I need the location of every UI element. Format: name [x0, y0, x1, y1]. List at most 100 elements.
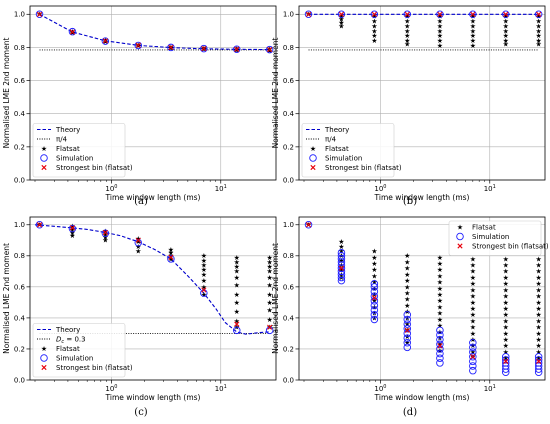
d-flatsat-point-1-6: ★ [338, 266, 344, 274]
c-flatsat-point-4-2: ★ [168, 252, 174, 260]
d-strongest-bin-point-4 [437, 343, 443, 349]
d-simulation-point-0-0 [304, 221, 313, 229]
d-simulation-point-2-1 [370, 283, 379, 291]
d-xlabel: Time window length (ms) [374, 393, 470, 402]
d-simulation-point-2-8 [370, 315, 379, 324]
b-flatsat-point-3-1: ★ [404, 17, 410, 25]
c-ytick-label-1: 0.2 [14, 345, 25, 353]
b-ytick-label-0: 0.0 [283, 176, 294, 184]
b-flatsat-point-2-5: ★ [371, 37, 377, 45]
a-xlabel: Time window length (ms) [105, 193, 201, 202]
c-flatsat-point-3-1: ★ [135, 238, 141, 246]
b-simulation-point-6 [501, 10, 510, 19]
a-strongest-bin-point-0-b [36, 11, 43, 17]
c-flatsat-point-2-0: ★ [102, 227, 108, 235]
b-flatsat-point-2-0: ★ [371, 12, 377, 20]
c-flatsat-point-6-1: ★ [234, 258, 240, 266]
c-flatsat-point-2-3: ★ [102, 237, 108, 245]
d-flatsat-point-3-2: ★ [404, 265, 410, 273]
b-flatsat-point-5-2: ★ [470, 22, 476, 30]
d-flatsat-point-6-9: ★ [503, 311, 509, 319]
d-simulation-point-4-3 [436, 340, 444, 349]
b-strongest-bin-point-5-b [470, 11, 476, 17]
d-flatsat-point-6-4: ★ [503, 280, 509, 288]
d-flatsat-point-7-8: ★ [536, 305, 542, 313]
d-simulation-point-3-5 [403, 334, 412, 342]
d-simulation-point-5-3 [469, 352, 477, 361]
d-flatsat-point-5-15: ★ [470, 348, 476, 356]
panel-a: 100 101 0.0 0.2 0.4 0.6 0.8 1.0 Time window leng… [2, 5, 277, 202]
c-flatsat-point-5-3: ★ [201, 266, 207, 274]
d-flatsat-point-5-13: ★ [470, 336, 476, 344]
d-simulation-point-3-7 [403, 343, 412, 352]
d-flatsat-point-3-6: ★ [404, 289, 410, 297]
a-strongest-bin-point-2-b [102, 38, 108, 44]
d-flatsat-point-4-12: ★ [437, 328, 443, 336]
d-simulation-point-3-1 [403, 315, 412, 324]
c-simulation-point-0 [35, 221, 44, 229]
b-flatsat-point-4-6: ★ [437, 42, 443, 50]
a-simulation-point-6 [232, 45, 241, 54]
b-strongest-bin-point-6-b [503, 11, 509, 17]
c-flatsat-point-7-5: ★ [267, 282, 273, 290]
d-simulation-point-5-1 [469, 343, 477, 352]
b-flatsat-point-5-6: ★ [470, 42, 476, 50]
b-strongest-bin-point-1 [338, 11, 345, 17]
c-flatsat-point-4-3: ★ [168, 255, 174, 263]
a-flatsat-point-3-1: ★ [135, 42, 141, 50]
d-flatsat-point-3-4: ★ [404, 277, 410, 285]
b-ytick-label-5: 1.0 [283, 11, 294, 19]
b-flatsat-point-4-0: ★ [437, 12, 443, 20]
a-simulation-point-3 [134, 41, 143, 50]
a-flatsat-point-6-1: ★ [234, 46, 240, 54]
d-simulation-point-7-4 [534, 365, 543, 373]
a-legend-label-0: Theory [55, 126, 80, 134]
d-strongest-bin-point-6 [503, 358, 509, 364]
c-flatsat-point-5-6: ★ [201, 283, 207, 291]
c-flatsat-point-7-9: ★ [267, 316, 273, 324]
panel-c: 100 101 0.0 0.2 0.4 0.6 0.8 1.0 Time window leng… [2, 216, 277, 402]
b-simulation-point-7 [534, 10, 543, 19]
d-flatsat-point-7-1: ★ [536, 262, 542, 270]
d-strongest-bin-point-4-b [437, 343, 443, 349]
b-strongest-bin-point-6 [503, 11, 509, 17]
b-flatsat-point-1-2: ★ [338, 19, 344, 27]
c-strongest-bin-point-7 [267, 324, 273, 330]
c-flatsat-point-1-1: ★ [69, 226, 75, 234]
c-legend-box [32, 323, 126, 378]
b-flatsat-point-2-4: ★ [371, 32, 377, 40]
c-ylabel: Normalised LME 2nd moment [2, 243, 11, 354]
a-legend-marker-4-b [41, 164, 47, 171]
c-legend-label-4: Strongest bin (flatsat) [56, 364, 133, 372]
b-simulation-point-1 [337, 10, 346, 19]
d-flatsat-point-7-3: ★ [536, 274, 542, 282]
a-ytick-label-4: 0.8 [14, 44, 25, 52]
d-flatsat-point-4-15: ★ [437, 347, 443, 355]
a-ytick-label-0: 0.0 [14, 176, 25, 184]
c-flatsat-point-5-1: ★ [201, 257, 207, 265]
b-flatsat-point-7-4: ★ [536, 32, 542, 40]
c-axes-frame [29, 216, 277, 381]
d-flatsat-point-6-12: ★ [503, 330, 509, 338]
c-strongest-bin-point-3 [135, 237, 141, 243]
d-flatsat-point-1-0: ★ [338, 238, 344, 246]
d-flatsat-point-4-3: ★ [437, 272, 443, 280]
b-strongest-bin-point-5 [470, 11, 476, 17]
d-simulation-point-5-4 [469, 357, 477, 366]
c-flatsat-point-6-0: ★ [234, 254, 240, 262]
d-simulation-point-2-0 [370, 280, 379, 288]
d-flatsat-point-6-2: ★ [503, 268, 509, 276]
a-simulation-point-4 [167, 43, 175, 52]
b-flatsat-point-3-3: ★ [404, 27, 410, 35]
a-strongest-bin-point-0 [36, 11, 43, 17]
d-simulation-point-6-4 [501, 365, 510, 373]
c-legend-marker-4-b [41, 364, 47, 371]
b-strongest-bin-point-4-b [437, 11, 443, 17]
c-flatsat-point-5-5: ★ [201, 277, 207, 285]
c-legend-label-2: Flatsat [56, 345, 80, 353]
d-flatsat-point-4-10: ★ [437, 316, 443, 324]
a-strongest-bin-point-5-b [201, 45, 207, 52]
a-strongest-bin-point-3 [135, 42, 141, 48]
c-strongest-bin-point-1-b [69, 225, 76, 231]
